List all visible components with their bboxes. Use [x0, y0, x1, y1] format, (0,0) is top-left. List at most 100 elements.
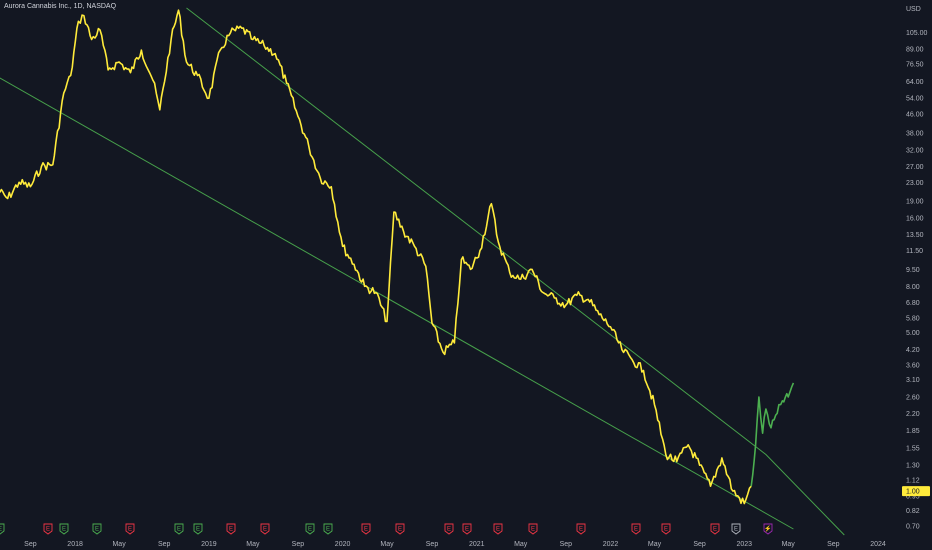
event-marker-label: E [62, 527, 66, 533]
event-marker: E [92, 523, 102, 535]
event-marker: E [462, 523, 472, 535]
y-tick-label: 4.20 [906, 347, 920, 354]
event-marker-label: E [177, 527, 181, 533]
x-tick-label: Sep [693, 541, 706, 548]
event-marker-badge [731, 523, 741, 535]
x-tick-label: May [782, 541, 796, 548]
y-tick-label: 3.60 [906, 362, 920, 369]
currency-label: USD [906, 6, 921, 13]
event-marker-badge [0, 523, 5, 535]
event-marker-label: E [364, 527, 368, 533]
x-tick-label: Sep [24, 541, 37, 548]
y-tick-label: 0.70 [906, 524, 920, 531]
y-tick-label: 27.00 [906, 164, 924, 171]
event-marker-badge [323, 523, 333, 535]
price-axis: USD 105.00 89.00 76.50 64.00 54.00 46.00 38.00 3… [906, 6, 928, 531]
x-tick-label: 2020 [335, 541, 351, 548]
y-tick-label: 0.82 [906, 508, 920, 515]
y-tick-label: 23.00 [906, 180, 924, 187]
last-price-tag: 1.00 [902, 486, 930, 497]
event-marker-label: E [398, 527, 402, 533]
event-marker: E [260, 523, 270, 535]
event-marker: E [631, 523, 641, 535]
x-tick-label: 2021 [469, 541, 485, 548]
last-price-label: 1.00 [906, 489, 920, 496]
x-tick-label: 2024 [870, 541, 886, 548]
event-marker: E [59, 523, 69, 535]
event-marker: E [226, 523, 236, 535]
x-tick-label: 2022 [603, 541, 619, 548]
y-tick-label: 5.00 [906, 330, 920, 337]
y-tick-label: 3.10 [906, 377, 920, 384]
event-marker-badge [92, 523, 102, 535]
x-tick-label: Sep [426, 541, 439, 548]
time-axis: Sep 2018 May Sep 2019 May Sep 2020 May Sep 2021 May… [24, 541, 886, 548]
chart-title: Aurora Cannabis Inc., 1D, NASDAQ [4, 3, 117, 10]
event-marker: E [43, 523, 53, 535]
event-marker: E [395, 523, 405, 535]
trendline-1 [0, 77, 794, 530]
x-tick-label: 2018 [67, 541, 83, 548]
y-tick-label: 19.00 [906, 199, 924, 206]
x-tick-label: 2023 [737, 541, 753, 548]
event-marker: E [444, 523, 454, 535]
event-marker-label: E [447, 527, 451, 533]
y-tick-label: 89.00 [906, 47, 924, 54]
y-tick-label: 1.30 [906, 463, 920, 470]
event-marker: E [576, 523, 586, 535]
event-marker: E [528, 523, 538, 535]
event-marker: E [305, 523, 315, 535]
y-tick-label: 1.55 [906, 445, 920, 452]
event-marker-label: E [634, 527, 638, 533]
trendline-2 [186, 7, 845, 536]
price-line-1 [0, 9, 752, 505]
event-marker-badge [226, 523, 236, 535]
x-tick-label: Sep [560, 541, 573, 548]
y-tick-label: 8.00 [906, 284, 920, 291]
event-marker-label: E [229, 527, 233, 533]
event-marker: E [125, 523, 135, 535]
event-marker-label: E [531, 527, 535, 533]
event-marker-label: ⚡ [764, 525, 771, 533]
y-tick-label: 0.95 [906, 494, 920, 501]
event-marker-label: E [196, 527, 200, 533]
event-marker-label: E [579, 527, 583, 533]
earnings-events: E E E E E E E E E E E E E E E E E E E E E E ⚡ [0, 523, 773, 535]
x-tick-label: May [514, 541, 528, 548]
event-marker-badge [462, 523, 472, 535]
event-marker-label: E [465, 527, 469, 533]
event-marker-badge [305, 523, 315, 535]
event-marker-badge [174, 523, 184, 535]
x-tick-label: May [246, 541, 260, 548]
event-marker-badge [763, 523, 773, 535]
x-tick-label: May [112, 541, 126, 548]
event-marker-label: E [326, 527, 330, 533]
y-tick-label: 6.80 [906, 300, 920, 307]
y-tick-label: 13.50 [906, 232, 924, 239]
event-marker-label: E [46, 527, 50, 533]
price-line-2 [750, 382, 795, 487]
y-tick-label: 2.60 [906, 395, 920, 402]
event-marker-badge [528, 523, 538, 535]
y-tick-label: 1.12 [906, 477, 920, 484]
last-price-tag-bg [902, 486, 930, 497]
x-tick-label: May [380, 541, 394, 548]
event-marker-label: E [734, 527, 738, 533]
event-marker-label: E [263, 527, 267, 533]
x-tick-label: Sep [827, 541, 840, 548]
y-tick-label: 9.50 [906, 267, 920, 274]
y-tick-label: 5.80 [906, 315, 920, 322]
event-marker-label: E [496, 527, 500, 533]
event-marker-badge [631, 523, 641, 535]
event-marker: E [193, 523, 203, 535]
event-marker-badge [710, 523, 720, 535]
event-marker-badge [125, 523, 135, 535]
event-marker-label: E [713, 527, 717, 533]
event-marker-badge [59, 523, 69, 535]
y-tick-label: 38.00 [906, 130, 924, 137]
y-tick-label: 2.20 [906, 411, 920, 418]
event-marker: E [323, 523, 333, 535]
event-marker-label: E [128, 527, 132, 533]
event-marker: E [361, 523, 371, 535]
